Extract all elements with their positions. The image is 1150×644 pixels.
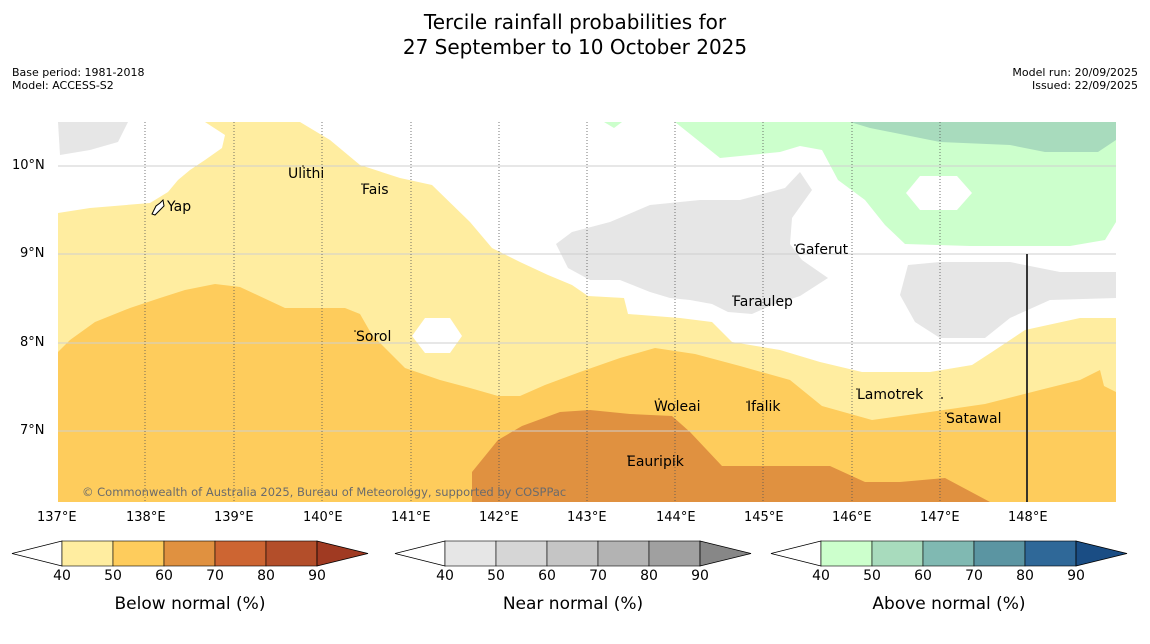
below-colorbar-low-extension	[11, 540, 63, 567]
title-line-1: Tercile rainfall probabilities for	[423, 10, 727, 34]
near-colorbar-segment-5	[648, 540, 701, 567]
place-eauripik: Eauripik	[627, 454, 684, 470]
below-colorbar-segment-2	[112, 540, 165, 567]
cb-above-tick-80: 80	[1016, 568, 1034, 584]
near-colorbar-segment-1	[444, 540, 497, 567]
place-gaferut: Gaferut	[795, 242, 849, 258]
place-ulithi: Ulithi	[288, 166, 325, 182]
lon-tick-147e: 147°E	[920, 510, 960, 525]
cb-above-tick-90: 90	[1067, 568, 1085, 584]
cb-near-tick-90: 90	[691, 568, 709, 584]
white-hexagon	[906, 176, 972, 210]
below-colorbar-segment-5	[265, 540, 318, 567]
above-colorbar-segment-5	[1024, 540, 1077, 567]
cb-above-tick-70: 70	[965, 568, 983, 584]
colorbar-near-label: Near normal (%)	[502, 594, 644, 614]
place-faraulep: Faraulep	[733, 294, 793, 310]
above-colorbar-segment-3	[922, 540, 975, 567]
meta-left: Base period: 1981-2018 Model: ACCESS-S2	[12, 66, 144, 92]
lon-tick-146e: 146°E	[832, 510, 872, 525]
lat-tick-10n: 10°N	[12, 158, 45, 173]
near-colorbar-segment-3	[546, 540, 599, 567]
colorbar-below-normal	[11, 540, 369, 567]
copyright-notice: © Commonwealth of Australia 2025, Bureau…	[82, 485, 567, 499]
issued-date: Issued: 22/09/2025	[1031, 79, 1138, 92]
chart-title: Tercile rainfall probabilities for 27 Se…	[0, 10, 1150, 60]
title-line-2: 27 September to 10 October 2025	[402, 35, 748, 59]
above-normal-50-60-region	[850, 122, 1116, 152]
base-period: Base period: 1981-2018	[12, 66, 145, 79]
above-colorbar-segment-4	[973, 540, 1026, 567]
lon-tick-141e: 141°E	[391, 510, 431, 525]
near-colorbar-low-extension	[394, 540, 446, 567]
near-colorbar-segment-2	[495, 540, 548, 567]
below-colorbar-segment-1	[61, 540, 114, 567]
near-normal-region-east	[900, 262, 1116, 338]
lon-tick-137e: 137°E	[37, 510, 77, 525]
white-patch	[412, 318, 462, 353]
lon-tick-148e: 148°E	[1008, 510, 1048, 525]
cb-above-tick-50: 50	[863, 568, 881, 584]
cb-near-tick-50: 50	[487, 568, 505, 584]
cb-below-tick-70: 70	[206, 568, 224, 584]
lon-tick-145e: 145°E	[744, 510, 784, 525]
place-sorol: Sorol	[356, 329, 392, 345]
lon-tick-139e: 139°E	[214, 510, 254, 525]
place-satawal: Satawal	[946, 411, 1002, 427]
meta-right: Model run: 20/09/2025 Issued: 22/09/2025	[1012, 66, 1138, 92]
place-yap: Yap	[167, 199, 192, 215]
cb-near-tick-80: 80	[640, 568, 658, 584]
colorbar-below-ticks: 40 50 60 70 80 90	[12, 568, 368, 588]
cb-below-tick-80: 80	[257, 568, 275, 584]
lon-tick-140e: 140°E	[303, 510, 343, 525]
near-normal-region-nw	[58, 122, 128, 155]
colorbar-near-ticks: 40 50 60 70 80 90	[395, 568, 751, 588]
place-fais: Fais	[362, 182, 389, 198]
cb-near-tick-70: 70	[589, 568, 607, 584]
above-normal-40-50-small	[604, 122, 622, 128]
below-colorbar-segment-3	[163, 540, 216, 567]
cb-near-tick-40: 40	[436, 568, 454, 584]
above-normal-40-50-region	[675, 122, 1116, 246]
above-colorbar-segment-1	[820, 540, 873, 567]
above-colorbar-low-extension	[770, 540, 822, 567]
below-colorbar-high-extension	[316, 540, 369, 567]
cb-above-tick-40: 40	[812, 568, 830, 584]
near-normal-region-central	[556, 172, 828, 314]
cb-below-tick-40: 40	[53, 568, 71, 584]
lat-tick-9n: 9°N	[20, 246, 45, 261]
model-run: Model run: 20/09/2025	[1012, 66, 1138, 79]
island-dots	[302, 165, 947, 457]
cb-above-tick-60: 60	[914, 568, 932, 584]
lon-tick-144e: 144°E	[656, 510, 696, 525]
lon-tick-142e: 142°E	[479, 510, 519, 525]
above-colorbar-segment-2	[871, 540, 924, 567]
lon-tick-143e: 143°E	[567, 510, 607, 525]
near-colorbar-high-extension	[699, 540, 752, 567]
below-normal-60-70-region	[472, 410, 990, 502]
colorbar-above-normal	[770, 540, 1128, 567]
colorbar-near-normal	[394, 540, 752, 567]
place-woleai: Woleai	[654, 399, 701, 415]
near-colorbar-segment-4	[597, 540, 650, 567]
colorbar-above-label: Above normal (%)	[872, 594, 1026, 614]
cb-below-tick-50: 50	[104, 568, 122, 584]
cb-below-tick-90: 90	[308, 568, 326, 584]
above-colorbar-high-extension	[1075, 540, 1128, 567]
model-name: Model: ACCESS-S2	[12, 79, 114, 92]
lon-tick-138e: 138°E	[126, 510, 166, 525]
colorbar-below-label: Below normal (%)	[114, 594, 266, 614]
lon-gridlines	[144, 122, 941, 502]
below-colorbar-segment-4	[214, 540, 267, 567]
lat-tick-7n: 7°N	[20, 423, 45, 438]
yap-island-outline	[151, 198, 165, 216]
lat-tick-8n: 8°N	[20, 335, 45, 350]
cb-below-tick-60: 60	[155, 568, 173, 584]
place-lamotrek: Lamotrek	[857, 387, 924, 403]
cb-near-tick-60: 60	[538, 568, 556, 584]
place-ifalik: Ifalik	[747, 399, 781, 415]
colorbar-above-ticks: 40 50 60 70 80 90	[771, 568, 1127, 588]
